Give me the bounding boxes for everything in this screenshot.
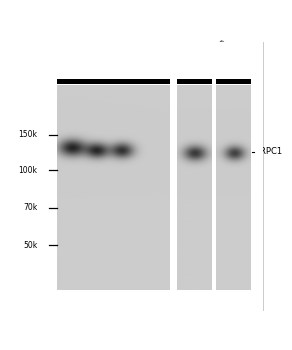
Bar <box>216 79 251 84</box>
Text: 70kDa: 70kDa <box>23 203 48 212</box>
Bar <box>177 79 212 84</box>
Text: TRPC1: TRPC1 <box>255 147 282 156</box>
Text: 100kDa: 100kDa <box>18 166 48 175</box>
Text: Mouse brain: Mouse brain <box>188 38 228 78</box>
Text: 50kDa: 50kDa <box>23 241 48 250</box>
Bar <box>57 79 170 84</box>
Bar <box>36 42 263 85</box>
Text: 150kDa: 150kDa <box>18 131 48 140</box>
Bar <box>177 79 212 84</box>
Bar <box>177 85 212 290</box>
Bar <box>251 42 263 312</box>
Bar <box>57 79 170 84</box>
Bar <box>57 85 170 290</box>
Text: Rat brain: Rat brain <box>228 46 259 78</box>
Bar <box>36 290 263 312</box>
Bar <box>170 42 177 312</box>
Text: A-549: A-549 <box>65 55 88 78</box>
Text: U-251MG: U-251MG <box>115 46 146 78</box>
Bar <box>216 79 251 84</box>
Bar <box>216 85 251 290</box>
Bar <box>36 42 57 312</box>
Bar <box>212 42 216 312</box>
Text: PC-3: PC-3 <box>90 59 109 78</box>
